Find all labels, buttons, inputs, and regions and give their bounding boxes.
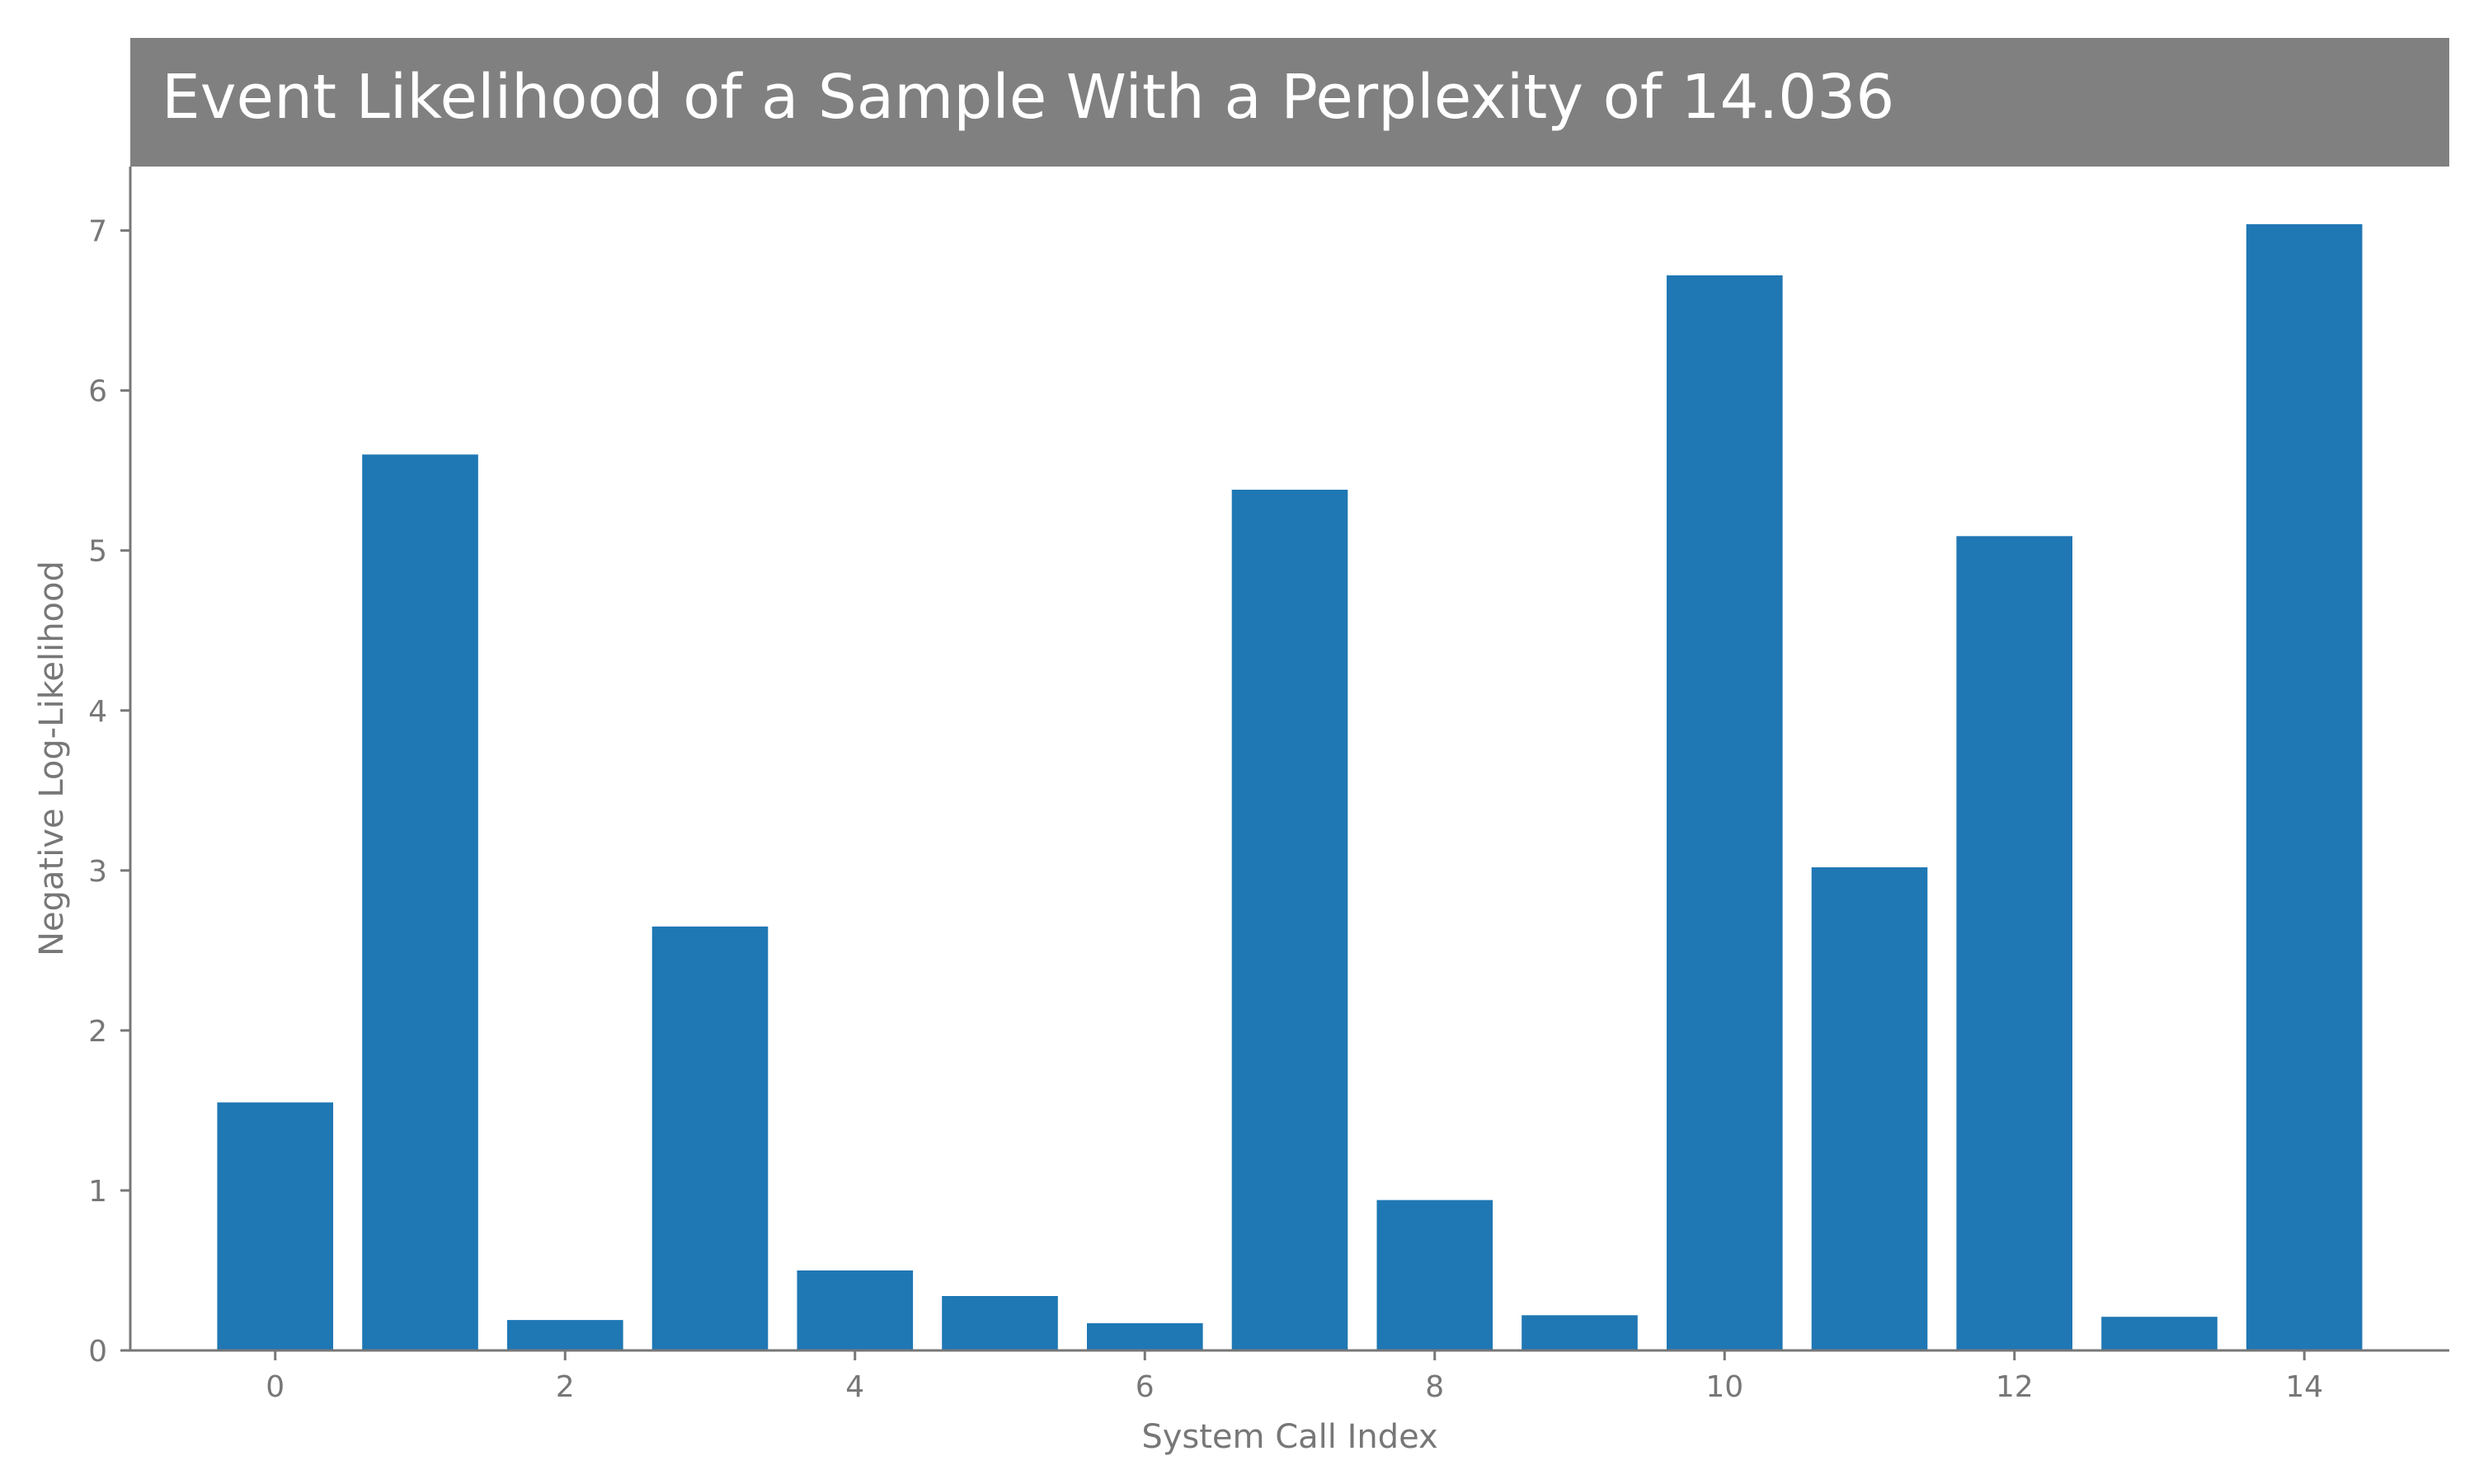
bar-3 <box>651 926 769 1350</box>
bar-12 <box>1956 536 2072 1350</box>
bar-13 <box>2101 1317 2218 1350</box>
x-axis-ticks: 0 2 4 6 8 10 12 14 <box>266 1350 2323 1404</box>
bar-group <box>217 223 2363 1350</box>
bar-1 <box>362 454 478 1350</box>
x-tick-label-12: 12 <box>1996 1370 2034 1404</box>
y-tick-label-5: 5 <box>88 535 107 569</box>
bar-4 <box>797 1270 914 1350</box>
x-tick-label-6: 6 <box>1136 1370 1155 1404</box>
y-tick-label-4: 4 <box>88 695 107 729</box>
y-axis-label: Negative Log-Likelihood <box>33 561 71 956</box>
x-tick-label-14: 14 <box>2285 1370 2323 1404</box>
bar-10 <box>1667 275 1783 1350</box>
x-axis-label: System Call Index <box>1141 1418 1437 1456</box>
x-tick-label-4: 4 <box>845 1370 864 1404</box>
bar-7 <box>1231 490 1348 1350</box>
y-tick-label-1: 1 <box>88 1175 107 1209</box>
y-axis-ticks: 0 1 2 3 4 5 6 7 <box>88 215 130 1369</box>
bar-5 <box>942 1296 1058 1350</box>
bar-0 <box>217 1102 333 1350</box>
x-tick-label-10: 10 <box>1705 1370 1743 1404</box>
x-tick-label-8: 8 <box>1425 1370 1444 1404</box>
bar-2 <box>507 1320 623 1350</box>
bar-11 <box>1811 867 1928 1350</box>
y-tick-label-6: 6 <box>88 375 107 409</box>
y-tick-label-3: 3 <box>88 855 107 889</box>
y-tick-label-2: 2 <box>88 1015 107 1049</box>
x-tick-label-0: 0 <box>266 1370 285 1404</box>
bar-6 <box>1087 1323 1203 1350</box>
bar-8 <box>1376 1200 1493 1350</box>
bar-9 <box>1522 1315 1638 1350</box>
title-background <box>130 38 2449 167</box>
title-banner: Event Likelihood of a Sample With a Perp… <box>130 38 2449 167</box>
y-tick-label-7: 7 <box>88 215 107 249</box>
x-tick-label-2: 2 <box>556 1370 575 1404</box>
y-tick-label-0: 0 <box>88 1335 107 1369</box>
bar-14 <box>2246 223 2363 1350</box>
chart-title: Event Likelihood of a Sample With a Perp… <box>162 62 1894 133</box>
